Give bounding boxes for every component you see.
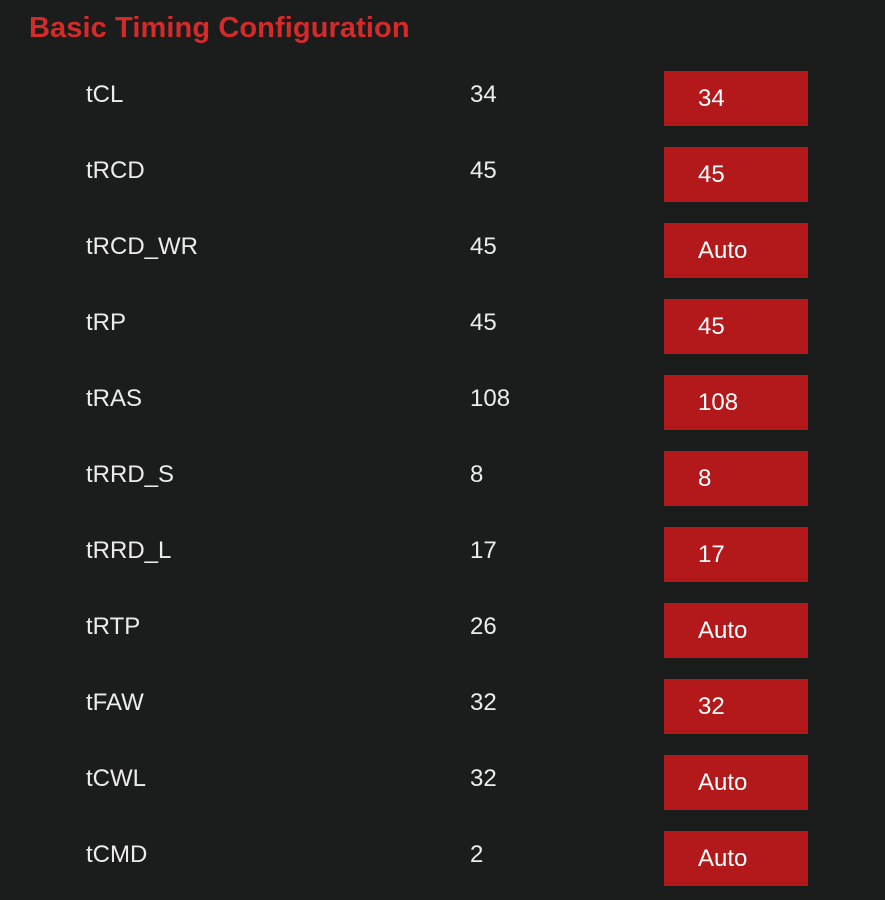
timing-row-tcmd: tCMD 2 Auto <box>0 831 885 900</box>
timing-name: tRRD_L <box>86 537 172 564</box>
timing-setting-field[interactable]: 32 <box>664 679 808 734</box>
timing-row-trtp: tRTP 26 Auto <box>0 603 885 679</box>
timing-setting-field[interactable]: 34 <box>664 71 808 126</box>
timing-row-trrd-s: tRRD_S 8 8 <box>0 451 885 527</box>
section-title: Basic Timing Configuration <box>29 12 410 44</box>
timing-name: tRCD_WR <box>86 233 198 260</box>
timing-setting-field[interactable]: Auto <box>664 603 808 658</box>
timing-setting-field[interactable]: 45 <box>664 299 808 354</box>
timing-name: tCWL <box>86 765 146 792</box>
timing-setting-field[interactable]: Auto <box>664 223 808 278</box>
timing-setting-field[interactable]: 17 <box>664 527 808 582</box>
timing-row-tcwl: tCWL 32 Auto <box>0 755 885 831</box>
timing-list: tCL 34 34 tRCD 45 45 tRCD_WR 45 Auto tRP… <box>0 71 885 900</box>
timing-setting-field[interactable]: Auto <box>664 755 808 810</box>
timing-name: tRRD_S <box>86 461 175 488</box>
timing-current-value: 17 <box>470 537 497 564</box>
timing-setting-field[interactable]: Auto <box>664 831 808 886</box>
timing-row-tras: tRAS 108 108 <box>0 375 885 451</box>
timing-current-value: 26 <box>470 613 497 640</box>
timing-setting-field[interactable]: 8 <box>664 451 808 506</box>
timing-row-tcl: tCL 34 34 <box>0 71 885 147</box>
timing-current-value: 2 <box>470 841 484 868</box>
timing-current-value: 108 <box>470 385 511 412</box>
timing-current-value: 8 <box>470 461 484 488</box>
timing-current-value: 32 <box>470 765 497 792</box>
timing-setting-field[interactable]: 108 <box>664 375 808 430</box>
timing-current-value: 34 <box>470 81 497 108</box>
timing-current-value: 32 <box>470 689 497 716</box>
timing-name: tRP <box>86 309 127 336</box>
timing-name: tRAS <box>86 385 143 412</box>
timing-row-tfaw: tFAW 32 32 <box>0 679 885 755</box>
timing-current-value: 45 <box>470 309 497 336</box>
timing-name: tRCD <box>86 157 145 184</box>
timing-row-trp: tRP 45 45 <box>0 299 885 375</box>
timing-name: tCMD <box>86 841 148 868</box>
timing-name: tCL <box>86 81 124 108</box>
timing-current-value: 45 <box>470 233 497 260</box>
timing-row-trcd-wr: tRCD_WR 45 Auto <box>0 223 885 299</box>
timing-current-value: 45 <box>470 157 497 184</box>
timing-row-trrd-l: tRRD_L 17 17 <box>0 527 885 603</box>
timing-name: tFAW <box>86 689 144 716</box>
timing-name: tRTP <box>86 613 141 640</box>
timing-row-trcd: tRCD 45 45 <box>0 147 885 223</box>
timing-setting-field[interactable]: 45 <box>664 147 808 202</box>
